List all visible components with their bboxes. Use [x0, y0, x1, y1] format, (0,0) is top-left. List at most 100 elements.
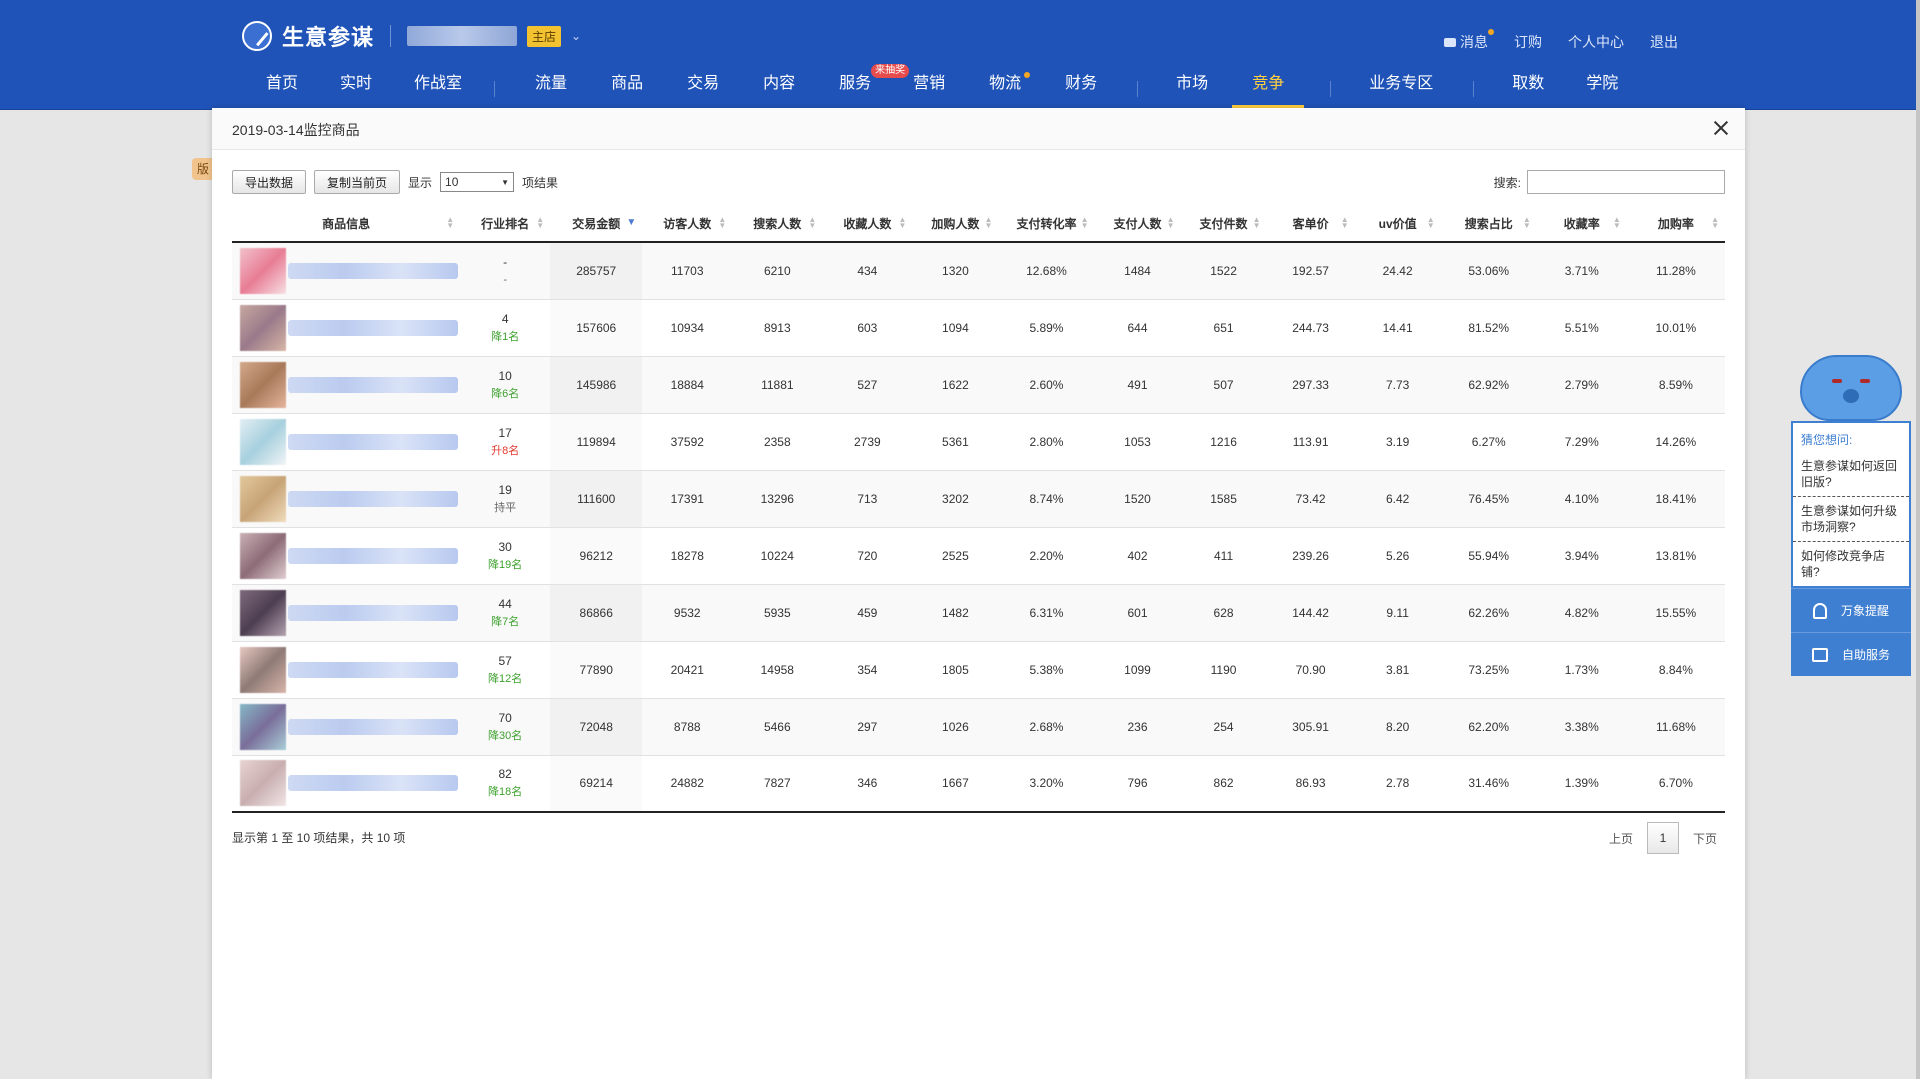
column-header[interactable]: 商品信息 ▲ ▼	[232, 206, 461, 243]
column-header[interactable]: 交易金额 ▼	[550, 206, 643, 243]
nav-products[interactable]: 商品	[611, 75, 644, 92]
faq-box: 猜您想问: 生意参谋如何返回旧版? 生意参谋如何升级市场洞察? 如何修改竞争店铺…	[1791, 421, 1911, 588]
nav-home[interactable]: 首页	[266, 75, 299, 92]
table-cell: 81.52%	[1440, 299, 1537, 357]
logout-link[interactable]: 退出	[1650, 34, 1678, 50]
faq-question[interactable]: 生意参谋如何升级市场洞察?	[1793, 497, 1909, 542]
product-thumbnail[interactable]	[240, 646, 286, 693]
product-thumbnail[interactable]	[240, 247, 286, 294]
rank-change: -	[503, 273, 507, 286]
copy-page-button[interactable]: 复制当前页	[314, 170, 401, 194]
product-name-blurred[interactable]	[288, 775, 458, 792]
alert-button[interactable]: 万象提醒	[1791, 588, 1911, 632]
export-data-button[interactable]: 导出数据	[232, 170, 307, 194]
product-thumbnail[interactable]	[240, 589, 286, 636]
nav-market[interactable]: 市场	[1176, 75, 1209, 92]
table-row[interactable]: 19 持平 111600 17391 13296 713 3202 8.74% 1520 1585…	[232, 470, 1725, 528]
product-name-blurred[interactable]	[288, 319, 458, 336]
product-thumbnail[interactable]	[240, 532, 286, 579]
nav-academy[interactable]: 学院	[1586, 75, 1619, 92]
column-header[interactable]: 支付人数 ▲ ▼	[1094, 206, 1181, 243]
table-cell: 713	[822, 470, 913, 528]
messages-link[interactable]: 消息	[1444, 29, 1494, 52]
table-cell: 8913	[732, 299, 823, 357]
product-name-blurred[interactable]	[288, 433, 458, 450]
column-header[interactable]: 支付转化率 ▲ ▼	[998, 206, 1095, 243]
nav-realtime[interactable]: 实时	[340, 75, 373, 92]
table-row[interactable]: 4 降1名 157606 10934 8913 603 1094 5.89% 644 651 244…	[232, 299, 1725, 357]
nav-war-room[interactable]: 作战室	[414, 75, 463, 92]
table-row[interactable]: 57 降12名 77890 20421 14958 354 1805 5.38% 1099 119…	[232, 641, 1725, 699]
table-cell: 3.19	[1354, 413, 1441, 471]
faq-question[interactable]: 如何修改竞争店铺?	[1801, 549, 1886, 579]
table-cell: 11.28%	[1626, 242, 1725, 300]
product-name-blurred[interactable]	[288, 718, 458, 735]
close-icon[interactable]	[1711, 118, 1731, 138]
side-tab[interactable]: 版	[192, 158, 214, 180]
faq-question[interactable]: 生意参谋如何返回旧版?	[1793, 452, 1909, 497]
search-input[interactable]	[1527, 170, 1725, 194]
nav-business-zone[interactable]: 业务专区	[1369, 75, 1434, 92]
product-thumbnail[interactable]	[240, 760, 286, 807]
table-row[interactable]: 44 降7名 86866 9532 5935 459 1482 6.31% 601 628 144.…	[232, 584, 1725, 642]
chevron-down-icon[interactable]: ⌄	[571, 29, 582, 43]
table-row[interactable]: - -285757 11703 6210 434 1320 12.68% 1484 1522 19…	[232, 242, 1725, 300]
product-thumbnail[interactable]	[240, 361, 286, 408]
table-cell: 3.20%	[998, 755, 1095, 813]
nav-marketing[interactable]: 营销	[913, 75, 946, 92]
table-cell: 236	[1094, 698, 1181, 756]
table-row[interactable]: 10 降6名 145986 18884 11881 527 1622 2.60% 491 507 2…	[232, 356, 1725, 414]
table-row[interactable]: 30 降19名 96212 18278 10224 720 2525 2.20% 402 411 2…	[232, 527, 1725, 585]
column-header[interactable]: 行业排名 ▲ ▼	[460, 206, 551, 243]
nav-traffic[interactable]: 流量	[535, 75, 568, 92]
column-header[interactable]: 搜索占比 ▲ ▼	[1440, 206, 1537, 243]
table-cell: 17391	[642, 470, 733, 528]
table-cell: 1805	[912, 641, 999, 699]
rank-change: 升8名	[491, 444, 520, 457]
column-header[interactable]: 加购人数 ▲ ▼	[912, 206, 999, 243]
sort-icon: ▲ ▼	[536, 215, 545, 230]
column-header[interactable]: 加购率 ▲ ▼	[1626, 206, 1725, 243]
nav-logistics[interactable]: 物流	[989, 70, 1031, 108]
nav-trade[interactable]: 交易	[687, 75, 720, 92]
product-name-blurred[interactable]	[288, 604, 458, 621]
nav-finance[interactable]: 财务	[1065, 75, 1098, 92]
brand[interactable]: 生意参谋 主店 ⌄	[242, 20, 581, 52]
product-name-blurred[interactable]	[288, 547, 458, 564]
product-name-blurred[interactable]	[288, 661, 458, 678]
product-thumbnail[interactable]	[240, 304, 286, 351]
table-row[interactable]: 70 降30名 72048 8788 5466 297 1026 2.68% 236 254 305…	[232, 698, 1725, 756]
product-thumbnail[interactable]	[240, 703, 286, 750]
column-header[interactable]: 客单价 ▲ ▼	[1266, 206, 1355, 243]
nav-content[interactable]: 内容	[763, 75, 796, 92]
product-thumbnail[interactable]	[240, 418, 286, 465]
page-size-select[interactable]: 10 ▼	[440, 172, 515, 192]
page-1-button[interactable]: 1	[1646, 822, 1679, 854]
product-thumbnail[interactable]	[240, 475, 286, 522]
column-header[interactable]: 搜索人数 ▲ ▼	[732, 206, 823, 243]
nav-service[interactable]: 服务 来抽奖	[839, 64, 910, 108]
column-header[interactable]: 支付件数 ▲ ▼	[1180, 206, 1267, 243]
subscribe-link[interactable]: 订购	[1514, 34, 1542, 50]
nav-competition[interactable]: 竞争	[1232, 70, 1305, 108]
rank-cell: --	[460, 242, 551, 300]
window-scrollbar[interactable]	[1916, 0, 1920, 1079]
product-name-blurred[interactable]	[288, 376, 458, 393]
self-service-button[interactable]: 自助服务	[1791, 632, 1911, 676]
prev-page-button[interactable]: 上页	[1608, 831, 1633, 846]
column-header[interactable]: 收藏率 ▲ ▼	[1536, 206, 1627, 243]
table-cell: 603	[822, 299, 913, 357]
table-row[interactable]: 82 降18名 69214 24882 7827 346 1667 3.20% 796 862 86…	[232, 755, 1725, 813]
product-name-blurred[interactable]	[288, 262, 458, 279]
product-name-blurred[interactable]	[288, 490, 458, 507]
rank-cell: 44 降7名	[460, 584, 551, 642]
table-row[interactable]: 17 升8名 119894 37592 2358 2739 5361 2.80% 1053 121…	[232, 413, 1725, 471]
column-header[interactable]: 收藏人数 ▲ ▼	[822, 206, 913, 243]
column-header[interactable]: 访客人数 ▲ ▼	[642, 206, 733, 243]
elephant-mascot-icon[interactable]	[1800, 355, 1902, 425]
next-page-button[interactable]: 下页	[1692, 831, 1717, 846]
table-cell: 86.93	[1266, 755, 1355, 813]
nav-fetch-data[interactable]: 取数	[1512, 75, 1545, 92]
personal-center-link[interactable]: 个人中心	[1568, 34, 1624, 50]
column-header[interactable]: uv价值 ▲ ▼	[1354, 206, 1441, 243]
